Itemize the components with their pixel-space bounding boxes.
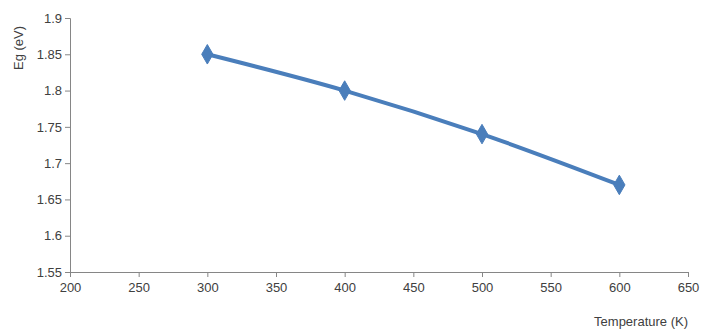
x-tick-mark — [345, 272, 346, 277]
x-tick-label: 350 — [266, 280, 288, 295]
y-tick-label: 1.6 — [44, 228, 62, 243]
y-tick: 1.85 — [37, 47, 70, 62]
x-tick-mark — [413, 272, 414, 277]
x-tick-mark — [551, 272, 552, 277]
y-tick-label: 1.7 — [44, 156, 62, 171]
x-tick: 250 — [128, 272, 150, 295]
y-tick-mark — [65, 91, 70, 92]
x-tick-mark — [139, 272, 140, 277]
x-tick: 400 — [334, 272, 356, 295]
y-axis: 1.55 1.6 1.65 1.7 1.75 1.8 1.85 1.9 — [37, 11, 71, 280]
y-tick-mark — [65, 163, 70, 164]
x-tick-label: 600 — [609, 280, 631, 295]
y-tick-mark — [65, 54, 70, 55]
x-tick: 600 — [609, 272, 631, 295]
x-axis-line — [71, 273, 689, 278]
x-tick-label: 550 — [540, 280, 562, 295]
y-tick: 1.8 — [44, 83, 70, 98]
x-tick-mark — [207, 272, 208, 277]
y-tick-label: 1.75 — [37, 120, 62, 135]
y-tick: 1.6 — [44, 228, 70, 243]
x-tick: 450 — [403, 272, 425, 295]
y-tick-label: 1.85 — [37, 47, 62, 62]
x-tick-mark — [619, 272, 620, 277]
y-axis-line — [65, 19, 71, 273]
x-tick: 650 — [678, 272, 700, 295]
y-axis-title: Eg (eV) — [11, 26, 26, 70]
x-tick-mark — [276, 272, 277, 277]
x-tick-label: 250 — [128, 280, 150, 295]
y-tick-mark — [65, 236, 70, 237]
y-tick-label: 1.65 — [37, 192, 62, 207]
y-tick-mark — [65, 18, 70, 19]
x-tick: 500 — [472, 272, 494, 295]
marker — [339, 81, 350, 101]
x-tick-label: 650 — [678, 280, 700, 295]
x-tick-label: 400 — [334, 280, 356, 295]
x-tick-mark — [482, 272, 483, 277]
series — [202, 45, 625, 195]
y-tick-label: 1.8 — [44, 83, 62, 98]
marker — [202, 45, 213, 65]
marker — [476, 124, 487, 144]
y-tick-mark — [65, 272, 70, 273]
x-tick-label: 500 — [472, 280, 494, 295]
x-tick-label: 200 — [60, 280, 82, 295]
y-tick-mark — [65, 127, 70, 128]
chart: 200 250 300 350 400 450 500 550 600 650 1.55 1.6 1.6… — [0, 0, 712, 334]
y-tick: 1.9 — [44, 11, 70, 26]
y-tick-label: 1.9 — [44, 11, 62, 26]
x-tick-label: 450 — [403, 280, 425, 295]
y-tick: 1.7 — [44, 156, 70, 171]
line — [207, 54, 619, 185]
y-tick: 1.55 — [37, 265, 70, 280]
x-tick-mark — [688, 272, 689, 277]
x-tick: 550 — [540, 272, 562, 295]
x-tick: 350 — [266, 272, 288, 295]
y-tick: 1.75 — [37, 120, 70, 135]
plot-area: 200 250 300 350 400 450 500 550 600 650 1.55 1.6 1.6… — [37, 11, 700, 295]
x-axis-title: Temperature (K) — [594, 314, 688, 329]
x-tick: 300 — [197, 272, 219, 295]
y-tick-mark — [65, 199, 70, 200]
x-axis: 200 250 300 350 400 450 500 550 600 650 — [60, 272, 700, 295]
x-tick: 200 — [60, 272, 82, 295]
y-tick: 1.65 — [37, 192, 70, 207]
y-tick-label: 1.55 — [37, 265, 62, 280]
x-tick-label: 300 — [197, 280, 219, 295]
marker — [614, 175, 625, 195]
